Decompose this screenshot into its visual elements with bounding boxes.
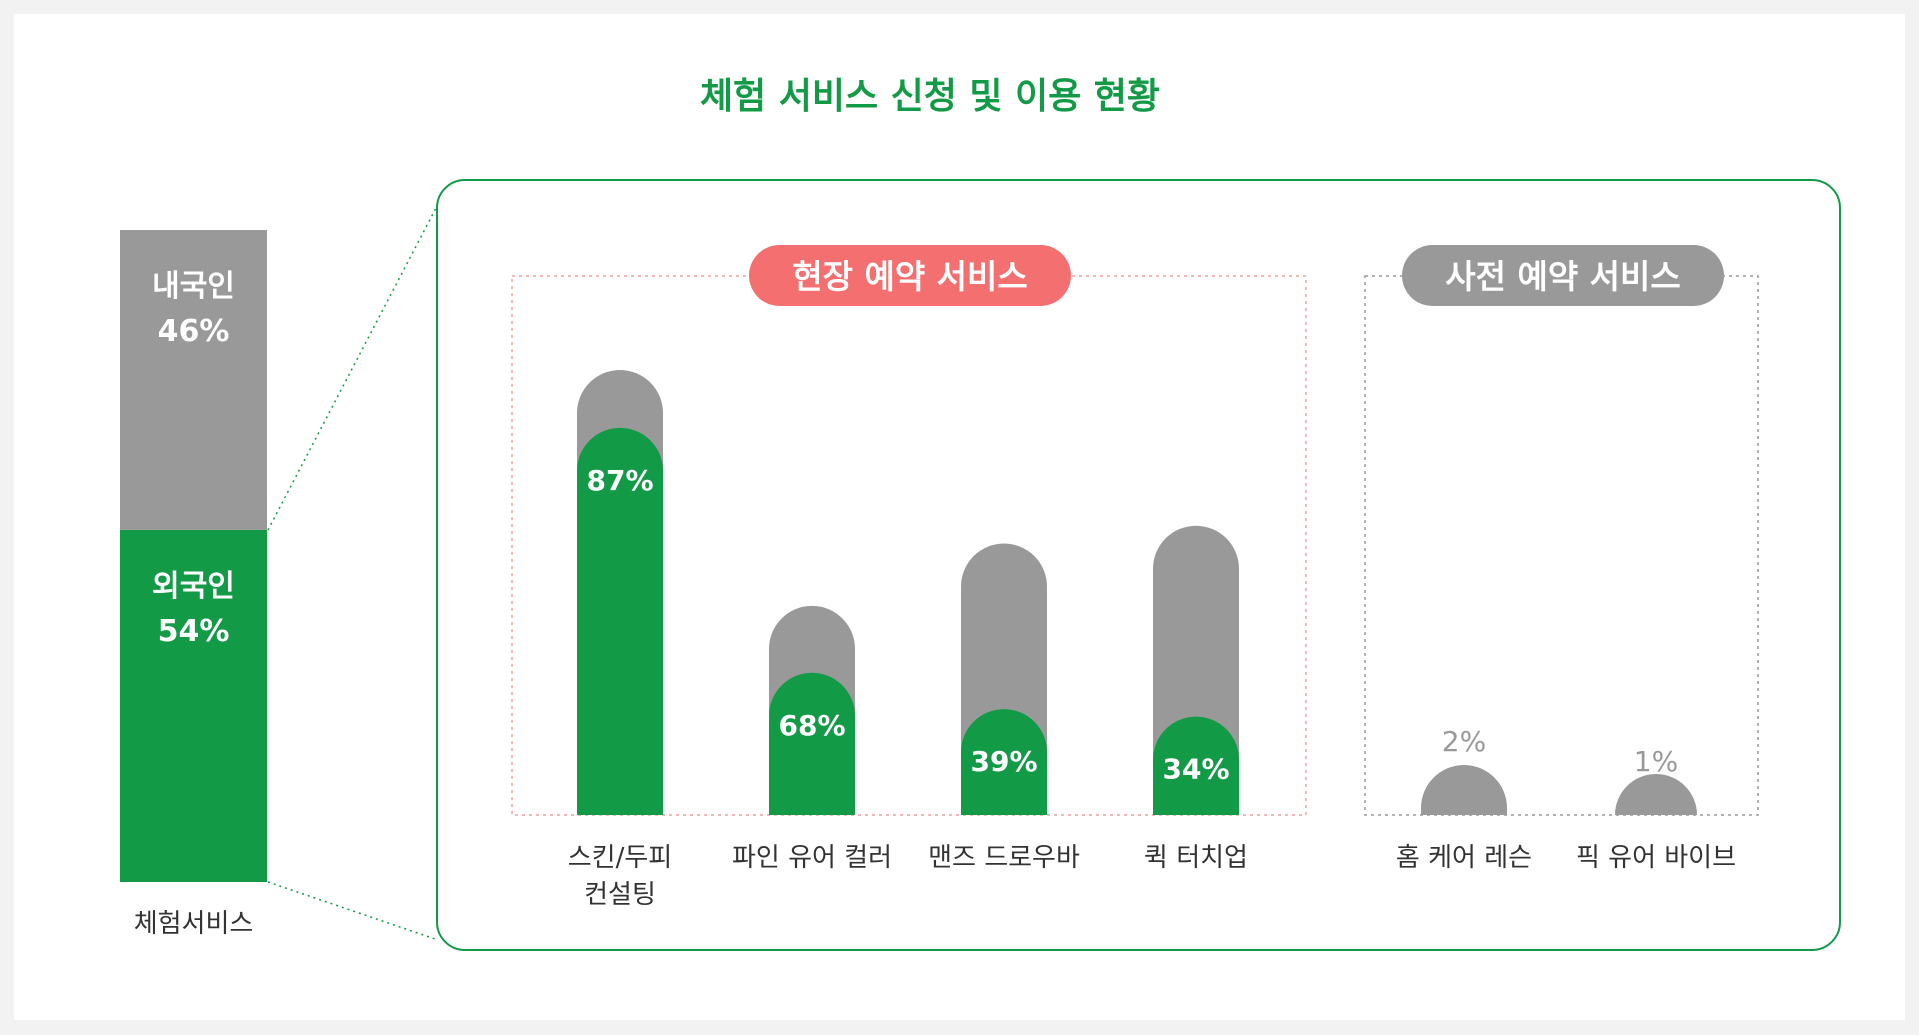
stacked-total-chart: 외국인 54% 내국인 46% 체험서비스 [120,230,267,939]
stack-segment-value-0: 54% [158,614,230,649]
advance-category-label-0: 홈 케어 레슨 [1396,843,1532,873]
onsite-group-title: 현장 예약 서비스 [792,257,1028,296]
onsite-bar-label-2: 39% [970,745,1037,778]
stack-category-label: 체험서비스 [134,909,254,939]
onsite-category-label-2: 맨즈 드로우바 [928,843,1080,873]
stack-segment-0 [120,529,267,882]
stack-segment-value-1: 46% [158,314,230,349]
advance-bar-1 [1615,774,1697,815]
connector-line-top [267,207,437,531]
onsite-category-label-1: 파인 유어 컬러 [732,843,892,873]
onsite-category-label-0: 스킨/두피 [568,843,672,873]
advance-bar-label-0: 2% [1442,725,1486,758]
onsite-group-frame [511,275,1307,816]
onsite-category-label-0: 컨설팅 [584,880,656,910]
advance-group-pill [1402,245,1724,306]
onsite-group-pill [749,245,1071,306]
advance-bars: 2% 홈 케어 레슨 1% 픽 유어 바이브 [1396,725,1736,873]
onsite-bar-label-3: 34% [1162,753,1229,786]
onsite-bar-label-0: 87% [586,464,653,497]
stack-segment-label-0: 외국인 [152,569,235,604]
onsite-bar-label-1: 68% [778,709,845,742]
stack-segment-1 [120,230,267,530]
onsite-bar-value-1 [769,672,855,815]
chart-title: 체험 서비스 신청 및 이용 현황 [700,76,1160,117]
onsite-category-label-3: 퀵 터치업 [1144,843,1248,873]
onsite-bar-value-0 [577,427,663,815]
advance-group-title: 사전 예약 서비스 [1445,257,1681,296]
advance-category-label-1: 픽 유어 바이브 [1576,843,1736,873]
onsite-bar-value-3 [1153,716,1239,815]
advance-bar-label-1: 1% [1634,745,1678,778]
onsite-bar-value-2 [961,709,1047,815]
stack-segment-label-1: 내국인 [152,269,235,304]
advance-bar-0 [1421,765,1507,815]
